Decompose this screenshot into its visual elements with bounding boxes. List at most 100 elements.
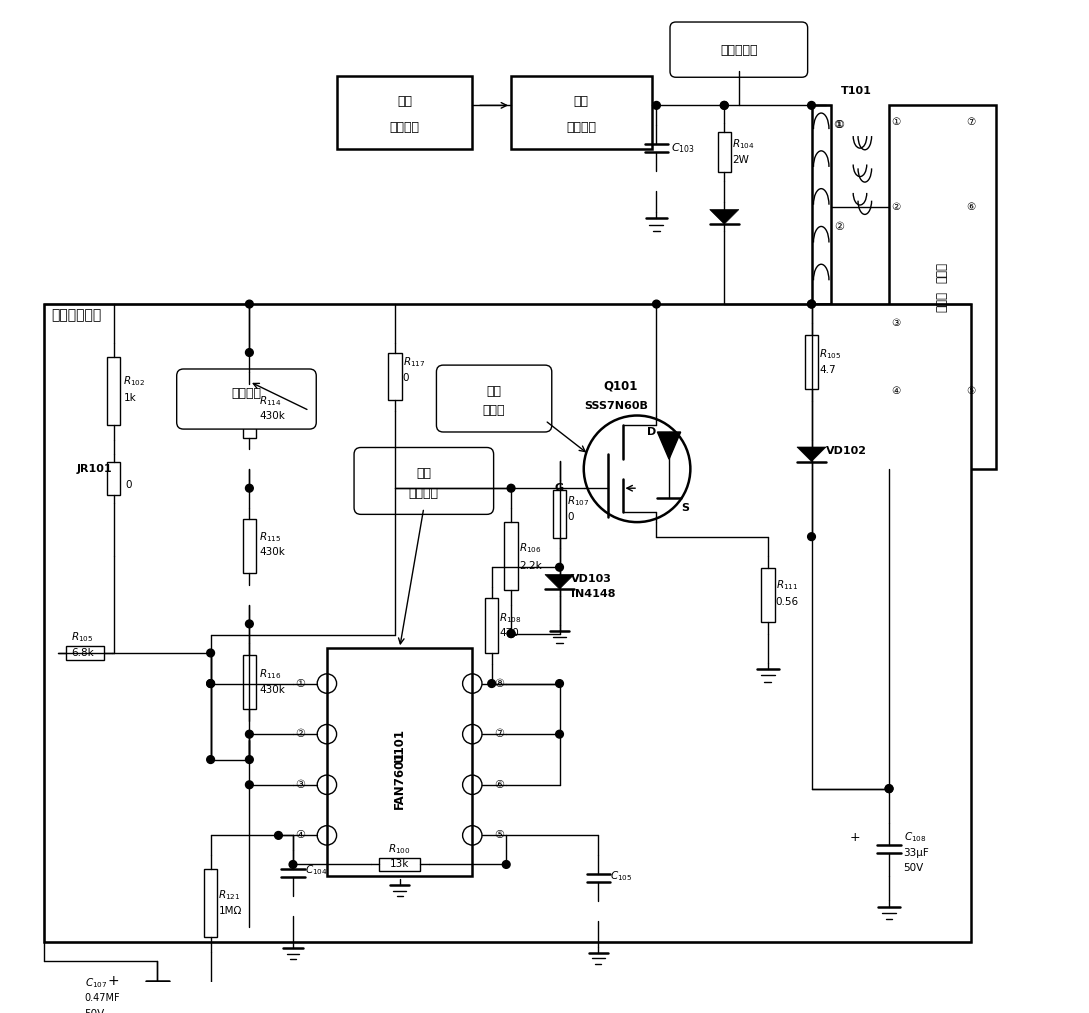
Text: ②: ② (891, 203, 901, 212)
Text: 开关振荡电路: 开关振荡电路 (51, 309, 102, 323)
Text: 开关变压器: 开关变压器 (720, 44, 758, 57)
Text: 交流: 交流 (397, 95, 412, 108)
Polygon shape (544, 574, 574, 589)
Circle shape (207, 649, 215, 656)
Text: ⑧: ⑧ (494, 679, 504, 689)
Bar (511, 76, 651, 149)
Bar (811, 105, 831, 304)
Text: $C_{105}$: $C_{105}$ (610, 869, 633, 883)
Text: 0: 0 (567, 512, 574, 522)
Text: 2W: 2W (732, 155, 749, 165)
FancyBboxPatch shape (354, 448, 493, 515)
Text: VD102: VD102 (827, 447, 867, 457)
Text: $C_{108}$: $C_{108}$ (904, 831, 927, 844)
Text: ⑥: ⑥ (967, 203, 976, 212)
Text: 启动电路: 启动电路 (232, 387, 261, 400)
Text: 33μF: 33μF (904, 848, 929, 858)
Text: 0.56: 0.56 (775, 597, 798, 607)
Text: ②: ② (834, 222, 844, 232)
Circle shape (555, 730, 563, 738)
Text: 开关: 开关 (416, 467, 431, 480)
Text: $R_{116}$: $R_{116}$ (259, 668, 282, 681)
Text: $R_{121}$: $R_{121}$ (219, 888, 241, 903)
Circle shape (207, 680, 215, 688)
Bar (805, 335, 818, 389)
Circle shape (245, 484, 254, 492)
Text: 1MΩ: 1MΩ (219, 906, 242, 916)
Circle shape (502, 861, 510, 868)
Text: $R_{111}$: $R_{111}$ (775, 578, 798, 592)
Text: 0: 0 (403, 373, 409, 383)
Text: ④: ④ (295, 831, 305, 841)
Circle shape (808, 533, 816, 541)
Text: 50V: 50V (85, 1009, 105, 1013)
Text: 430k: 430k (259, 411, 285, 421)
Text: $R_{100}$: $R_{100}$ (389, 842, 411, 856)
Circle shape (808, 101, 816, 109)
Circle shape (245, 730, 254, 738)
Text: S: S (682, 502, 689, 513)
Text: $R_{102}$: $R_{102}$ (123, 375, 146, 389)
Circle shape (652, 300, 660, 308)
Text: 0.47MF: 0.47MF (85, 993, 120, 1003)
Circle shape (808, 300, 816, 308)
Text: 出电路: 出电路 (935, 291, 949, 312)
FancyBboxPatch shape (670, 22, 808, 77)
Bar (553, 490, 566, 538)
Bar (504, 522, 518, 590)
Text: ⑤: ⑤ (967, 386, 976, 396)
Bar (889, 105, 995, 469)
Text: $R_{107}$: $R_{107}$ (567, 494, 590, 509)
Text: 整流: 整流 (574, 95, 589, 108)
FancyBboxPatch shape (437, 365, 552, 432)
Text: ③: ③ (295, 780, 305, 790)
Text: ②: ② (295, 729, 305, 739)
Text: ①: ① (891, 116, 901, 127)
Bar (379, 858, 420, 871)
Bar (44, 304, 971, 942)
Text: 4.7: 4.7 (819, 365, 836, 375)
Text: 开关: 开关 (486, 385, 501, 398)
Text: 0: 0 (125, 480, 132, 490)
Polygon shape (797, 447, 827, 462)
Circle shape (245, 756, 254, 764)
FancyBboxPatch shape (176, 369, 316, 430)
Bar (66, 646, 103, 659)
Circle shape (885, 785, 893, 792)
Text: VD103: VD103 (571, 574, 612, 583)
Bar (107, 462, 121, 495)
Text: 晶体管: 晶体管 (482, 404, 505, 417)
Circle shape (245, 300, 254, 308)
Text: $R_{117}$: $R_{117}$ (403, 356, 425, 369)
Text: 输入电路: 输入电路 (390, 121, 419, 134)
Bar (761, 567, 774, 622)
Circle shape (274, 832, 282, 839)
Text: Q101: Q101 (603, 380, 637, 393)
Text: $R_{114}$: $R_{114}$ (259, 394, 282, 408)
Text: $R_{106}$: $R_{106}$ (518, 541, 541, 555)
Text: JR101: JR101 (77, 464, 112, 474)
Polygon shape (710, 210, 738, 224)
Circle shape (507, 484, 515, 492)
Text: ③: ③ (891, 318, 901, 328)
Circle shape (289, 861, 297, 868)
Text: 470: 470 (500, 628, 519, 638)
Text: 1k: 1k (123, 393, 136, 403)
Bar (204, 869, 218, 937)
Text: 集成电路: 集成电路 (408, 486, 439, 499)
Text: T101: T101 (841, 86, 871, 96)
Text: $R_{115}$: $R_{115}$ (259, 530, 281, 544)
Circle shape (555, 563, 563, 571)
Circle shape (488, 680, 495, 688)
Bar (243, 655, 256, 709)
Circle shape (721, 101, 729, 109)
Text: ⑥: ⑥ (494, 780, 504, 790)
Text: U101: U101 (393, 727, 406, 762)
Text: ⑦: ⑦ (494, 729, 504, 739)
Text: D: D (647, 427, 657, 437)
Text: FAN7601: FAN7601 (393, 751, 406, 808)
Text: 50V: 50V (904, 863, 923, 873)
Text: $C_{104}$: $C_{104}$ (305, 863, 328, 877)
Circle shape (245, 781, 254, 789)
Circle shape (507, 630, 515, 637)
